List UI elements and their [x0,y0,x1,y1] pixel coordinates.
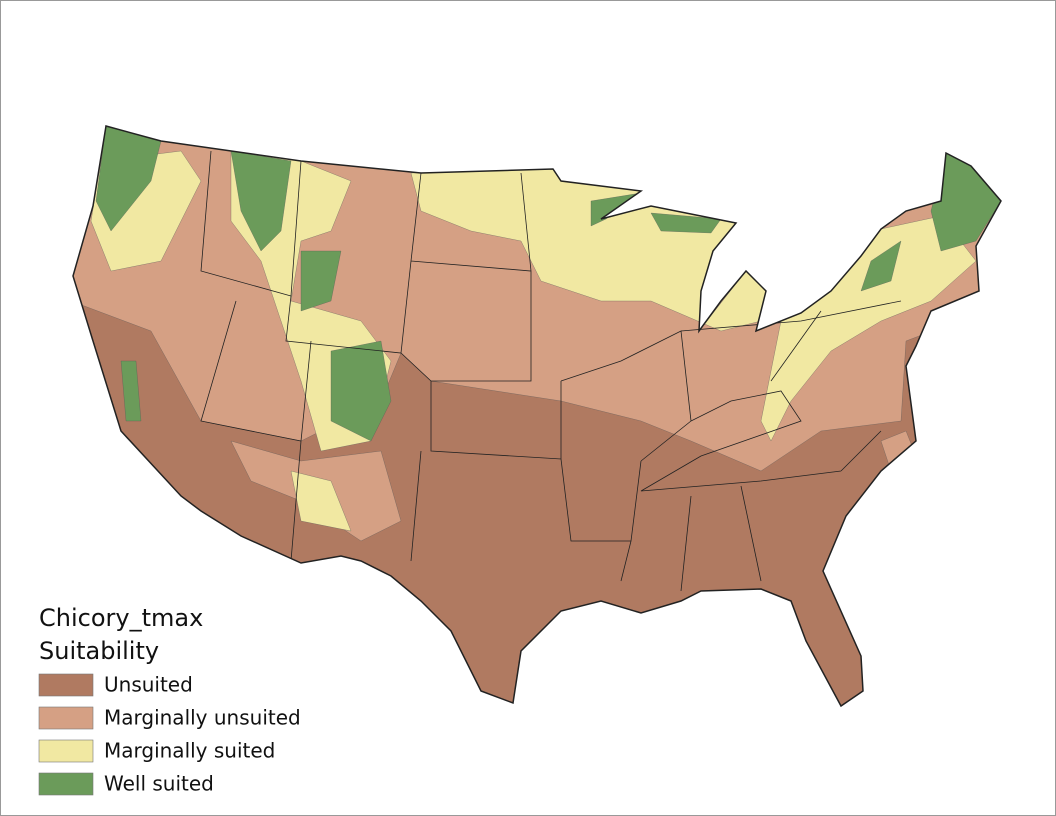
legend-swatch [38,772,94,796]
legend-swatch [38,673,94,697]
legend-swatch [38,739,94,763]
region-well-suited [930,152,1001,252]
legend: Chicory_tmax Suitability Unsuited Margina… [38,604,301,796]
legend-label: Marginally unsuited [104,706,301,730]
legend-title: Suitability [39,637,159,665]
region-well-suited [650,212,722,234]
legend-title: Chicory_tmax [39,604,203,632]
legend-swatch [38,706,94,730]
legend-label: Well suited [104,772,214,796]
region-well-suited [230,150,292,252]
region-well-suited [330,340,392,442]
region-well-suited [860,240,902,292]
region-marginally-suited [290,470,352,532]
region-well-suited [120,360,142,422]
legend-label: Marginally suited [104,739,275,763]
state-lines [200,150,902,592]
region-well-suited [300,250,342,312]
legend-label: Unsuited [104,673,193,697]
